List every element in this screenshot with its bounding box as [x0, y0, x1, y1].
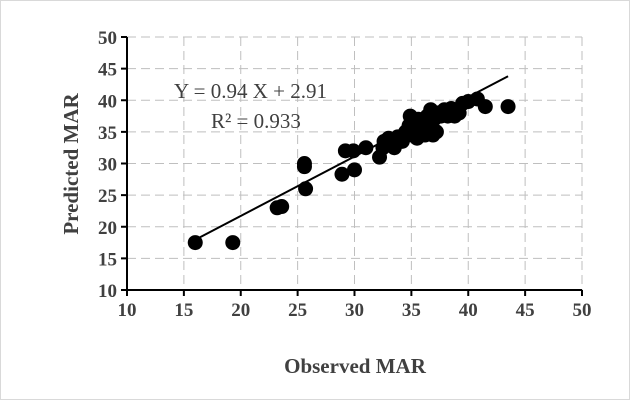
y-tick-label: 20 [98, 218, 117, 239]
y-tick-label: 25 [98, 186, 117, 207]
grid [127, 36, 583, 290]
x-tick-labels: 10 15 20 25 30 35 40 45 50 [118, 300, 592, 321]
y-tick-label: 10 [98, 281, 117, 302]
axes [121, 36, 583, 296]
x-tick-label: 10 [118, 300, 137, 321]
x-axis-title: Observed MAR [284, 354, 427, 378]
data-point [428, 124, 444, 140]
data-point [298, 181, 314, 197]
regression-equation: Y = 0.94 X + 2.91 [174, 79, 327, 103]
x-tick-label: 15 [174, 300, 193, 321]
y-tick-label: 30 [98, 155, 117, 176]
x-tick-label: 45 [516, 300, 535, 321]
y-tick-label: 40 [98, 91, 117, 112]
data-point [477, 99, 493, 115]
data-point [334, 166, 350, 182]
r-squared-label: R² = 0.933 [211, 109, 301, 133]
x-tick-label: 30 [345, 300, 364, 321]
y-tick-labels: 10 15 20 25 30 35 40 45 50 [98, 28, 117, 302]
trendline [194, 75, 509, 241]
x-tick-label: 35 [402, 300, 421, 321]
x-tick-label: 40 [459, 300, 478, 321]
y-tick-label: 35 [98, 123, 117, 144]
data-point [274, 199, 290, 215]
y-tick-label: 15 [98, 249, 117, 270]
data-point [500, 99, 516, 115]
data-point [225, 235, 241, 251]
y-tick-label: 50 [98, 28, 117, 49]
data-point [347, 162, 362, 178]
x-tick-label: 25 [288, 300, 307, 321]
data-point [296, 156, 312, 171]
x-tick-label: 50 [573, 300, 592, 321]
y-axis-title: Predicted MAR [59, 93, 83, 235]
x-tick-label: 20 [231, 300, 250, 321]
y-tick-label: 45 [98, 60, 117, 81]
